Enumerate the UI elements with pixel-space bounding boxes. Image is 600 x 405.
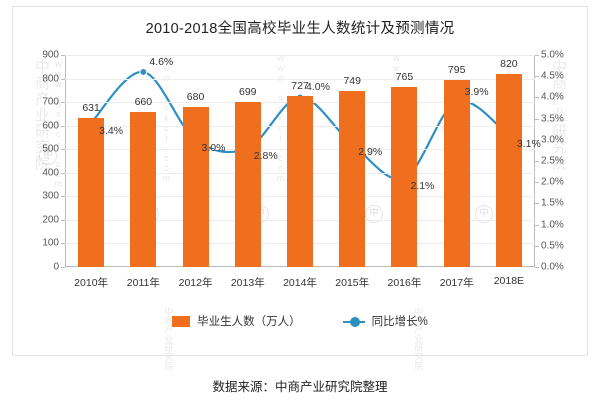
- y-axis-right-tick-label: 3.0%: [541, 134, 564, 146]
- y-axis-left-line: [65, 55, 66, 267]
- x-axis-tick-label: 2018E: [493, 275, 525, 287]
- bar: [339, 90, 366, 267]
- y-axis-left-tickmark: [61, 172, 65, 174]
- plot-area: 0 100 200 300 400 500 600 700 800 900 0.0% 0.5% 1.0%…: [42, 50, 563, 290]
- y-axis-right-tickmark: [535, 267, 539, 268]
- bar: [78, 118, 105, 267]
- y-axis-right-tickmark: [535, 161, 539, 162]
- y-axis-right-tickmark: [535, 203, 539, 205]
- y-axis-right-tick-label: 5.0%: [541, 49, 564, 61]
- x-axis-tick-label: 2010年: [74, 277, 109, 289]
- x-axis-tick-label: 2016年: [387, 277, 422, 289]
- y-axis-left-tick-label: 700: [42, 96, 59, 108]
- y-axis-left-tickmark: [61, 149, 65, 151]
- y-axis-right-tickmark: [535, 118, 539, 120]
- y-axis-left-tick-label: 100: [42, 237, 59, 249]
- bar: [495, 73, 522, 267]
- y-axis-right-tickmark: [535, 182, 539, 184]
- y-axis-right-tick-label: 4.0%: [541, 91, 564, 103]
- legend-item-bars: 毕业生人数（万人）: [172, 313, 301, 329]
- growth-value-label: 4.6%: [149, 55, 174, 68]
- y-axis-left-tick-label: 400: [42, 167, 59, 179]
- bar-value-label: 749: [343, 74, 361, 87]
- legend-label-bars: 毕业生人数（万人）: [197, 316, 301, 328]
- y-axis-left-tick-label: 500: [42, 143, 59, 155]
- bar-value-label: 795: [447, 63, 466, 76]
- y-axis-left-tickmark: [61, 78, 65, 80]
- y-axis-left-tick-label: 800: [42, 73, 59, 85]
- x-axis-tick-label: 2011年: [126, 277, 160, 289]
- y-axis-left-tickmark: [61, 125, 65, 127]
- y-axis-right-tick-label: 2.0%: [541, 176, 564, 188]
- bar: [391, 86, 418, 267]
- y-axis-left-tickmark: [61, 243, 65, 245]
- x-axis-tick-label: 2012年: [178, 277, 213, 289]
- x-axis-tick-label: 2014年: [283, 277, 317, 289]
- legend-swatch-line-icon: [342, 316, 365, 327]
- bar-value-label: 660: [134, 95, 153, 108]
- y-axis-right-tickmark: [535, 139, 539, 141]
- x-axis-tick-label: 2017年: [439, 277, 474, 289]
- bar: [182, 106, 209, 267]
- chart-card: 2010-2018全国高校毕业生人数统计及预测情况 中商产业研究院 中商产业研究…: [12, 6, 588, 370]
- y-axis-right-tick-label: 0.0%: [541, 261, 564, 273]
- chart-legend: 毕业生人数（万人） 同比增长%: [13, 313, 587, 329]
- y-axis-right-tickmark: [535, 224, 539, 226]
- y-axis-left-tickmark: [61, 267, 65, 268]
- growth-value-label: 3.4%: [99, 124, 124, 137]
- bar: [287, 95, 313, 267]
- bar-value-label: 699: [239, 86, 257, 99]
- growth-value-label: 3.9%: [464, 85, 489, 98]
- gridline: [65, 55, 535, 56]
- legend-swatch-bar-icon: [172, 315, 191, 327]
- y-axis-left-tick-label: 0: [53, 261, 59, 273]
- y-axis-right-tick-label: 2.5%: [541, 155, 564, 167]
- y-axis-left-tickmark: [61, 55, 65, 56]
- bar-value-label: 727: [291, 79, 309, 92]
- y-axis-right-tick-label: 1.5%: [541, 197, 564, 209]
- y-axis-left-tick-label: 200: [42, 214, 59, 226]
- y-axis-right-line: [534, 55, 535, 267]
- growth-value-label: 2.8%: [253, 150, 278, 163]
- y-axis-left-tick-label: 900: [42, 49, 59, 61]
- bar-value-label: 765: [395, 70, 414, 83]
- bar: [234, 102, 261, 267]
- bar-value-label: 680: [186, 90, 205, 103]
- y-axis-right-tick-label: 0.5%: [541, 240, 564, 252]
- legend-label-line: 同比增长%: [371, 316, 428, 328]
- growth-value-label: 2.1%: [410, 179, 435, 192]
- y-axis-left-tickmark: [61, 219, 65, 221]
- x-axis-tick-label: 2013年: [230, 277, 265, 289]
- y-axis-right-tickmark: [535, 55, 539, 56]
- y-axis-left-tick-label: 600: [42, 120, 59, 132]
- growth-value-label: 3.1%: [516, 137, 541, 150]
- source-note: 数据来源：中商产业研究院整理: [212, 380, 388, 394]
- y-axis-right-tickmark: [535, 97, 539, 99]
- x-axis-tick-label: 2015年: [335, 277, 370, 289]
- bar-value-label: 631: [82, 102, 100, 115]
- y-axis-left-tickmark: [61, 196, 65, 198]
- bar: [443, 79, 470, 267]
- y-axis-left-tick-label: 300: [42, 190, 59, 202]
- y-axis-right-tick-label: 1.0%: [541, 219, 564, 231]
- bar: [130, 111, 157, 267]
- chart-title: 2010-2018全国高校毕业生人数统计及预测情况: [145, 21, 455, 37]
- y-axis-right-tickmark: [535, 245, 539, 247]
- y-axis-right-tick-label: 4.5%: [541, 70, 564, 82]
- y-axis-right-tick-label: 3.5%: [541, 113, 564, 125]
- y-axis-left-tickmark: [61, 102, 65, 104]
- growth-value-label: 4.0%: [306, 81, 330, 94]
- gridline: [65, 78, 535, 80]
- bar-value-label: 820: [500, 57, 518, 70]
- growth-value-label: 3.0%: [201, 141, 226, 154]
- legend-item-line: 同比增长%: [342, 313, 428, 329]
- growth-value-label: 2.9%: [358, 146, 383, 159]
- y-axis-right-tickmark: [535, 76, 539, 78]
